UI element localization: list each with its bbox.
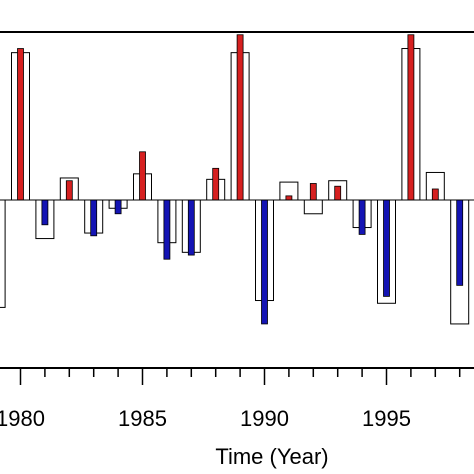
x-tick-label-1985: 1985	[118, 406, 167, 431]
filled-bar-1990	[261, 199, 268, 325]
filled-bar-1981	[41, 199, 49, 226]
x-tick-label-1980: 1980	[0, 406, 45, 431]
filled-bar-1982	[65, 180, 73, 201]
outline-bar-1992	[303, 199, 323, 215]
filled-bar-1994	[358, 199, 366, 235]
filled-bar-1987	[187, 199, 195, 256]
filled-bar-1986	[163, 199, 171, 260]
bar-layer	[0, 34, 470, 325]
x-axis-title: Time (Year)	[215, 444, 328, 469]
filled-bar-1985	[139, 151, 146, 201]
filled-bar-1995	[383, 199, 390, 297]
filled-bar-1997	[431, 188, 439, 201]
x-axis-tick-labels: 19801985199019952000	[0, 406, 411, 431]
filled-bar-1980	[17, 48, 24, 201]
x-tick-label-1990: 1990	[240, 406, 289, 431]
outline-bar-1979	[0, 199, 6, 308]
x-tick-label-1995: 1995	[362, 406, 411, 431]
filled-bar-1998	[456, 199, 464, 286]
filled-bar-1991	[285, 195, 293, 201]
filled-bar-1996	[407, 34, 415, 201]
filled-bar-1993	[334, 185, 342, 201]
x-axis-ticks	[19, 368, 461, 385]
filled-bar-1984	[114, 199, 122, 215]
filled-bar-1983	[90, 199, 98, 237]
filled-bar-1989	[236, 34, 244, 201]
filled-bar-1992	[309, 183, 317, 201]
filled-bar-1988	[212, 167, 220, 201]
